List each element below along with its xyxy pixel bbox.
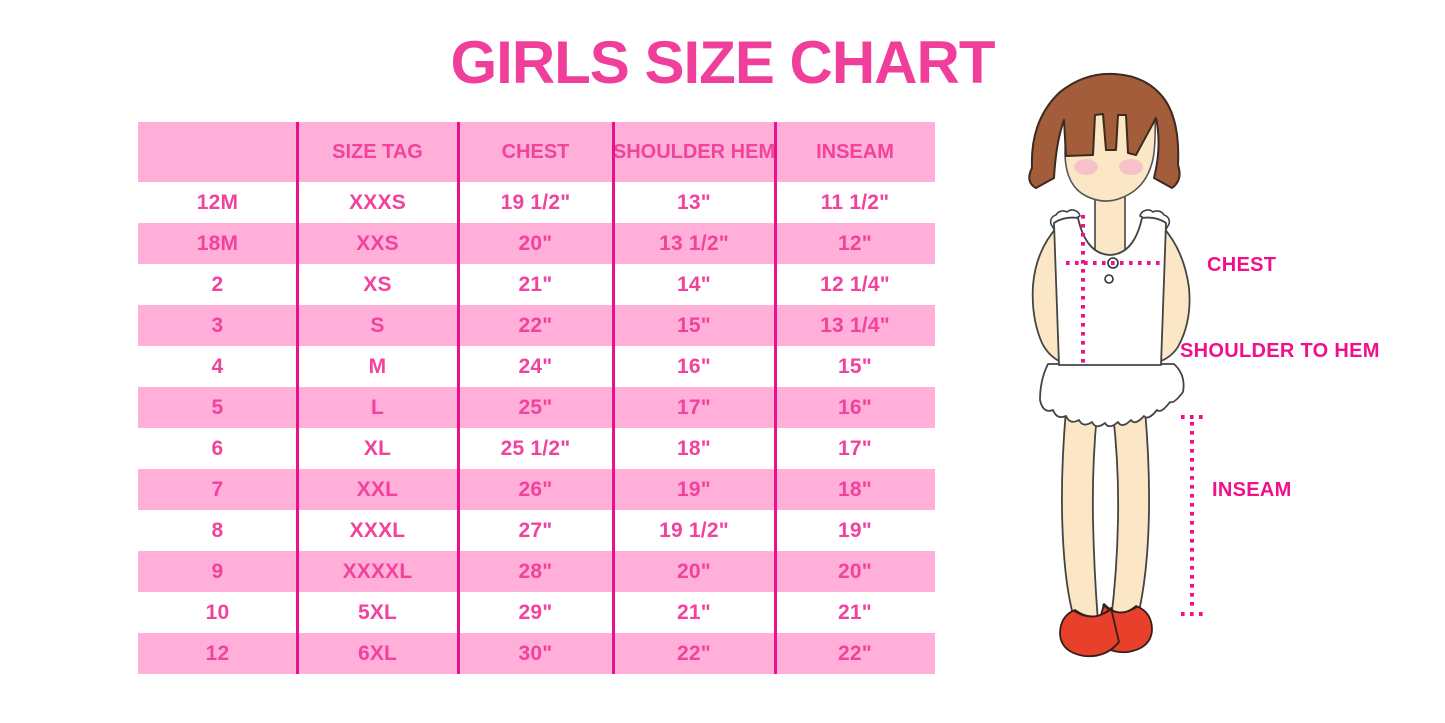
table-cell: 28" xyxy=(518,559,553,583)
table-cell: 24" xyxy=(518,354,553,378)
table-cell: 20" xyxy=(838,559,872,583)
shoulder-to-hem-label: SHOULDER TO HEM xyxy=(1180,340,1380,362)
table-row: 12M XXXS 19 1/2" 13" 11 1/2" xyxy=(138,182,935,223)
table-cell: 20" xyxy=(677,559,711,583)
table-cell: 22" xyxy=(518,313,553,337)
header-cell xyxy=(138,122,297,182)
table-cell: 13" xyxy=(677,190,711,214)
table-cell: 5 xyxy=(211,395,224,419)
table-header-row: SIZE TAG CHEST SHOULDER HEM INSEAM xyxy=(138,122,935,182)
table-cell: 21" xyxy=(677,600,711,624)
table-cell: 21" xyxy=(838,600,872,624)
table-cell: 7 xyxy=(211,477,224,501)
column-divider xyxy=(296,122,299,674)
column-divider xyxy=(774,122,777,674)
table-cell: 10 xyxy=(205,600,230,624)
table-cell: 6 xyxy=(211,436,224,460)
table-row: 18M XXS 20" 13 1/2" 12" xyxy=(138,223,935,264)
header-cell: CHEST xyxy=(501,140,570,163)
table-row: 4 M 24" 16" 15" xyxy=(138,346,935,387)
table-cell: XXXXL xyxy=(342,559,413,583)
table-cell: XXS xyxy=(356,231,399,255)
table-cell: 22" xyxy=(838,641,872,665)
table-cell: 26" xyxy=(518,477,553,501)
table-cell: 13 1/2" xyxy=(659,231,729,255)
table-row: 10 5XL 29" 21" 21" xyxy=(138,592,935,633)
table-cell: 4 xyxy=(211,354,224,378)
table-cell: 18" xyxy=(677,436,711,460)
table-cell: 20" xyxy=(518,231,553,255)
table-cell: 15" xyxy=(838,354,872,378)
table-cell: 19 1/2" xyxy=(500,190,571,214)
table-cell: 25" xyxy=(518,395,553,419)
table-cell: 13 1/4" xyxy=(820,313,890,337)
table-cell: 15" xyxy=(677,313,711,337)
table-cell: 2 xyxy=(211,272,224,296)
table-cell: 11 1/2" xyxy=(820,190,890,214)
header-cell: SIZE TAG xyxy=(332,140,423,163)
table-cell: 27" xyxy=(518,518,553,542)
table-cell: 30" xyxy=(518,641,553,665)
table-row: 7 XXL 26" 19" 18" xyxy=(138,469,935,510)
table-cell: 21" xyxy=(518,272,553,296)
table-row: 6 XL 25 1/2" 18" 17" xyxy=(138,428,935,469)
page-title: GIRLS SIZE CHART xyxy=(450,29,995,96)
table-cell: XXL xyxy=(356,477,399,501)
table-cell: S xyxy=(370,313,385,337)
column-divider xyxy=(457,122,460,674)
girl-shoes xyxy=(1059,603,1153,658)
table-cell: XS xyxy=(363,272,392,296)
table-cell: 14" xyxy=(677,272,711,296)
table-cell: 9 xyxy=(211,559,224,583)
table-cell: XL xyxy=(363,436,392,460)
table-cell: 6XL xyxy=(357,641,398,665)
header-cell: SHOULDER HEM xyxy=(612,140,776,163)
table-cell: 18" xyxy=(838,477,872,501)
table-cell: 19" xyxy=(838,518,872,542)
table-cell: 25 1/2" xyxy=(500,436,571,460)
table-cell: XXXL xyxy=(349,518,406,542)
table-cell: 12" xyxy=(838,231,872,255)
table-cell: 19 1/2" xyxy=(659,518,729,542)
table-row: 2 XS 21" 14" 12 1/4" xyxy=(138,264,935,305)
table-cell: 12 xyxy=(205,641,230,665)
table-cell: 18M xyxy=(196,231,239,255)
chest-label: CHEST xyxy=(1207,254,1277,276)
header-cell: INSEAM xyxy=(816,140,894,163)
table-cell: 22" xyxy=(677,641,711,665)
table-cell: XXXS xyxy=(349,190,406,214)
girl-hair xyxy=(1028,72,1181,189)
table-cell: 29" xyxy=(518,600,553,624)
table-cell: M xyxy=(368,354,387,378)
inseam-label: INSEAM xyxy=(1212,479,1292,501)
girl-legs xyxy=(1061,409,1150,623)
table-cell: 3 xyxy=(211,313,224,337)
girls-size-table: SIZE TAG CHEST SHOULDER HEM INSEAM 12M X… xyxy=(138,122,935,674)
table-cell: 16" xyxy=(838,395,872,419)
table-cell: 19" xyxy=(677,477,711,501)
table-row: 3 S 22" 15" 13 1/4" xyxy=(138,305,935,346)
table-cell: 17" xyxy=(838,436,872,460)
table-cell: L xyxy=(370,395,385,419)
girl-illustration xyxy=(1028,72,1204,658)
table-row: 12 6XL 30" 22" 22" xyxy=(138,633,935,674)
table-row: 8 XXXL 27" 19 1/2" 19" xyxy=(138,510,935,551)
table-cell: 17" xyxy=(677,395,711,419)
table-cell: 16" xyxy=(677,354,711,378)
measurement-lines xyxy=(1066,215,1204,616)
table-cell: 12M xyxy=(196,190,239,214)
column-divider xyxy=(612,122,615,674)
girl-skirt xyxy=(1039,363,1185,428)
girl-cheeks xyxy=(1074,159,1143,175)
table-cell: 5XL xyxy=(357,600,398,624)
table-row: 9 XXXXL 28" 20" 20" xyxy=(138,551,935,592)
table-cell: 12 1/4" xyxy=(820,272,890,296)
table-cell: 8 xyxy=(211,518,224,542)
table-row: 5 L 25" 17" 16" xyxy=(138,387,935,428)
